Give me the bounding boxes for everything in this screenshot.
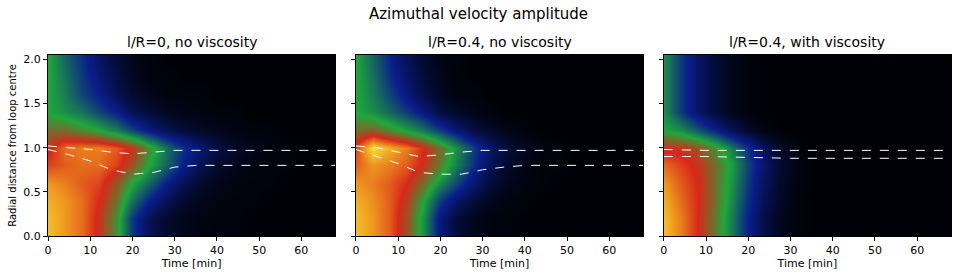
svg-text:0: 0 — [660, 244, 667, 257]
svg-text:0: 0 — [352, 244, 359, 257]
svg-text:20: 20 — [433, 244, 447, 257]
svg-text:20: 20 — [125, 244, 139, 257]
svg-text:10: 10 — [391, 244, 405, 257]
svg-text:30: 30 — [476, 244, 490, 257]
svg-text:Azimuthal velocity amplitude: Azimuthal velocity amplitude — [369, 5, 588, 23]
svg-text:1.5: 1.5 — [23, 97, 41, 110]
svg-text:60: 60 — [294, 244, 308, 257]
svg-text:Time [min]: Time [min] — [161, 257, 222, 270]
svg-text:Time [min]: Time [min] — [469, 257, 530, 270]
svg-text:10: 10 — [699, 244, 713, 257]
svg-text:50: 50 — [560, 244, 574, 257]
svg-text:60: 60 — [602, 244, 616, 257]
svg-text:l/R=0.4, no viscosity: l/R=0.4, no viscosity — [428, 34, 572, 50]
svg-text:40: 40 — [826, 244, 840, 257]
svg-text:50: 50 — [868, 244, 882, 257]
svg-text:0.0: 0.0 — [23, 230, 41, 243]
svg-text:0: 0 — [45, 244, 52, 257]
svg-text:40: 40 — [210, 244, 224, 257]
svg-text:Radial distance from loop cent: Radial distance from loop centre — [7, 64, 18, 227]
svg-text:l/R=0.4, with viscosity: l/R=0.4, with viscosity — [729, 34, 885, 50]
svg-text:1.0: 1.0 — [23, 142, 41, 155]
svg-text:10: 10 — [83, 244, 97, 257]
svg-text:50: 50 — [252, 244, 266, 257]
svg-text:40: 40 — [518, 244, 532, 257]
svg-text:60: 60 — [910, 244, 924, 257]
svg-text:Time [min]: Time [min] — [777, 257, 838, 270]
svg-text:30: 30 — [168, 244, 182, 257]
svg-text:2.0: 2.0 — [23, 53, 41, 66]
svg-text:l/R=0, no viscosity: l/R=0, no viscosity — [127, 34, 257, 50]
svg-text:20: 20 — [741, 244, 755, 257]
svg-text:0.5: 0.5 — [23, 186, 41, 199]
svg-text:30: 30 — [784, 244, 798, 257]
